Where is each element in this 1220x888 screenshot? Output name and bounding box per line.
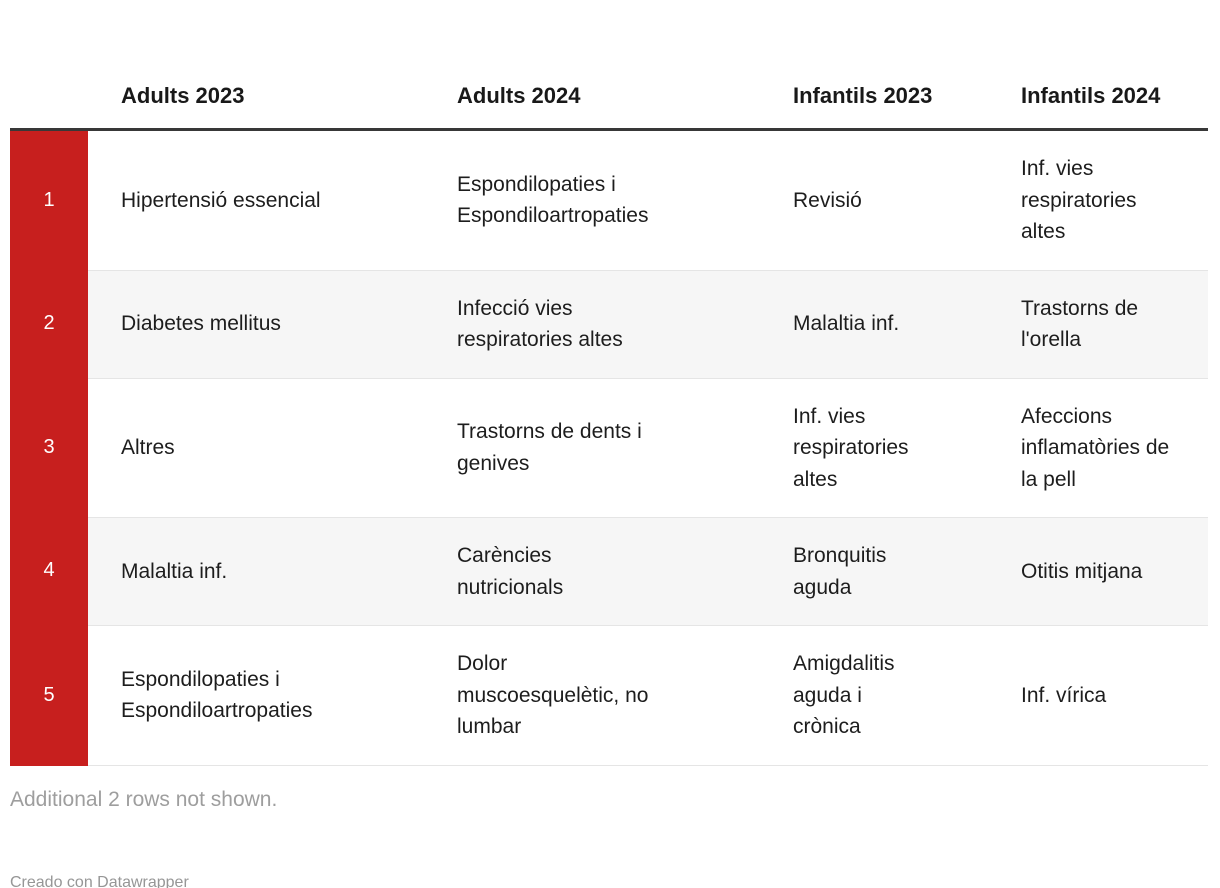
table-row-1: 1 Hipertensió essencial Espondilopaties … bbox=[10, 131, 1208, 270]
table-cell: Infecció vies respiratories altes bbox=[424, 269, 760, 378]
table-cell: Malaltia inf. bbox=[88, 517, 424, 625]
table-cell: Trastorns de dents i genives bbox=[424, 377, 760, 518]
table-cell: Inf. vírica bbox=[988, 625, 1208, 766]
col-header-adults-2024: Adults 2024 bbox=[457, 83, 581, 108]
table-cell: Inf. vies respiratories altes bbox=[760, 377, 988, 518]
table-cell: Malaltia inf. bbox=[760, 269, 988, 378]
rank-cell: 1 bbox=[10, 131, 88, 270]
table-header-row: Adults 2023 Adults 2024 Infantils 2023 I… bbox=[10, 0, 1208, 131]
rank-cell: 5 bbox=[10, 625, 88, 766]
table-cell: Altres bbox=[88, 377, 424, 518]
table-cell: Inf. vies respiratories altes bbox=[1021, 157, 1137, 243]
table-cell: Carències nutricionals bbox=[424, 517, 760, 625]
table-row-5: 5 Espondilopaties i Espondiloartropaties… bbox=[10, 625, 1208, 766]
table-cell: Hipertensió essencial bbox=[121, 188, 321, 212]
rank-cell: 2 bbox=[10, 269, 88, 378]
datawrapper-credit-link[interactable]: Creado con Datawrapper bbox=[10, 873, 189, 888]
table-row-4: 4 Malaltia inf. Carències nutricionals B… bbox=[10, 517, 1208, 625]
col-header-adults-2023: Adults 2023 bbox=[121, 83, 245, 108]
rank-column-header bbox=[10, 112, 88, 128]
table-cell: Otitis mitjana bbox=[988, 517, 1208, 625]
table-cell: Amigdalitis aguda i crònica bbox=[760, 625, 988, 766]
table-row-3: 3 Altres Trastorns de dents i genives In… bbox=[10, 377, 1208, 518]
col-header-infantils-2023: Infantils 2023 bbox=[793, 83, 933, 108]
table-row-2: 2 Diabetes mellitus Infecció vies respir… bbox=[10, 269, 1208, 378]
table-cell: Dolor muscoesquelètic, no lumbar bbox=[424, 625, 760, 766]
table-cell: Espondilopaties i Espondiloartropaties bbox=[88, 625, 424, 766]
table-cell: Trastorns de l'orella bbox=[988, 269, 1208, 378]
rank-cell: 4 bbox=[10, 517, 88, 625]
table-cell: Revisió bbox=[793, 188, 862, 212]
rows-not-shown-note: Additional 2 rows not shown. bbox=[10, 787, 278, 811]
table-cell: Bronquitis aguda bbox=[760, 517, 988, 625]
table-cell: Diabetes mellitus bbox=[88, 269, 424, 378]
col-header-infantils-2024: Infantils 2024 bbox=[1021, 83, 1161, 108]
rank-table: Adults 2023 Adults 2024 Infantils 2023 I… bbox=[10, 0, 1208, 766]
rank-cell: 3 bbox=[10, 377, 88, 517]
table-cell: Afeccions inflamatòries de la pell bbox=[988, 377, 1208, 518]
table-cell: Espondilopaties i Espondiloartropaties bbox=[457, 172, 649, 228]
